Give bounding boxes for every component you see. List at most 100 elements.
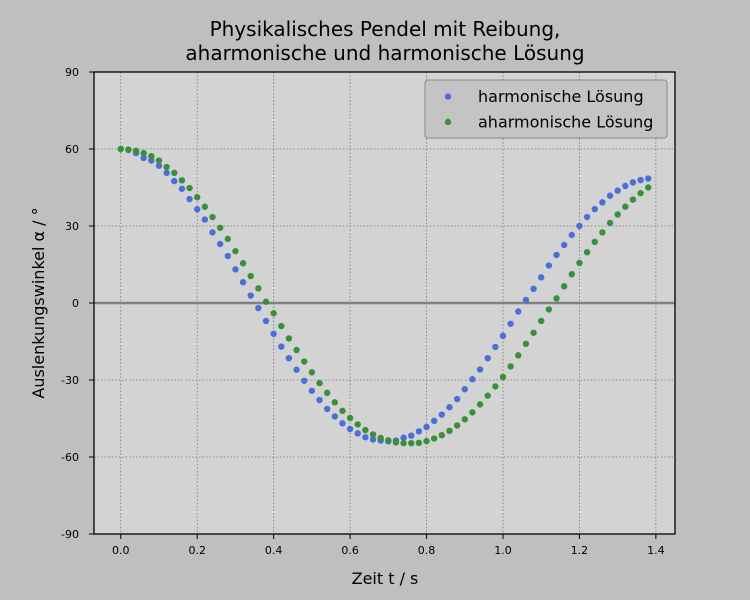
legend-marker-harmonisch [444, 93, 452, 100]
x-tick-label: 0.0 [112, 544, 130, 557]
data-point [476, 366, 484, 373]
y-tick-label: 30 [65, 220, 79, 233]
axis-ticks: 0.0 0.2 0.4 0.6 0.8 1.0 1.2 1.4 -90 -60 -30 0 30 60 90 [61, 66, 665, 557]
data-point [331, 399, 339, 406]
data-point [323, 389, 331, 397]
x-tick-label: 0.6 [341, 544, 359, 557]
data-point [285, 354, 293, 362]
data-point [209, 213, 216, 221]
data-point [530, 329, 537, 336]
data-point [163, 163, 170, 171]
data-point [629, 196, 637, 203]
data-point [499, 332, 507, 340]
data-point [308, 387, 316, 394]
data-point [446, 404, 453, 411]
data-point [507, 363, 514, 370]
x-tick-label: 1.0 [494, 544, 512, 557]
data-point [247, 272, 254, 280]
y-tick-label: 90 [65, 66, 79, 79]
data-point [583, 248, 591, 256]
data-point [591, 205, 598, 213]
data-point [423, 423, 430, 431]
data-point [262, 317, 270, 325]
data-point [285, 335, 293, 342]
data-point [476, 401, 484, 408]
data-point [171, 177, 178, 185]
data-point [430, 435, 438, 442]
data-point [346, 414, 354, 422]
data-point [560, 283, 568, 290]
data-point [469, 376, 476, 383]
data-point [308, 369, 316, 376]
data-point [316, 379, 323, 387]
data-point [461, 386, 468, 393]
x-tick-label: 1.2 [571, 544, 589, 557]
data-point [515, 308, 522, 315]
data-point [606, 219, 614, 227]
data-point [515, 352, 522, 359]
data-point [232, 247, 239, 255]
data-point [301, 377, 308, 384]
data-point [591, 238, 598, 246]
data-point [553, 295, 560, 302]
x-tick-label: 0.8 [418, 544, 436, 557]
data-point [599, 229, 606, 236]
data-point [369, 436, 377, 443]
data-point [178, 185, 186, 192]
data-point [545, 262, 553, 269]
data-point [484, 392, 491, 399]
data-point [614, 187, 621, 194]
data-point [576, 259, 583, 267]
data-point [507, 320, 514, 327]
data-point [599, 199, 606, 206]
legend-box [424, 79, 668, 139]
legend-marker-aharmonisch [444, 118, 452, 126]
data-point [545, 306, 553, 313]
data-point [583, 213, 591, 221]
data-point [408, 439, 415, 447]
data-point [255, 304, 262, 312]
data-point [354, 421, 361, 428]
x-tick-label: 0.4 [265, 544, 283, 557]
data-point [255, 285, 262, 292]
data-point [323, 405, 331, 413]
data-point [339, 407, 346, 414]
data-point [186, 184, 193, 192]
data-point [430, 417, 438, 425]
data-point [117, 145, 124, 153]
data-point [415, 428, 423, 435]
data-point [400, 439, 407, 447]
data-point [201, 203, 209, 210]
data-point [553, 251, 560, 259]
data-point [453, 422, 461, 429]
chart-subtitle: aharmonische und harmonische Lösung [185, 41, 584, 65]
data-point [232, 266, 239, 273]
data-point [377, 434, 384, 442]
data-point [622, 182, 629, 190]
y-tick-label: 60 [65, 143, 79, 156]
legend-label-harmonisch: harmonische Lösung [478, 87, 644, 106]
data-point [530, 285, 537, 293]
data-point [629, 179, 637, 186]
data-point [224, 235, 231, 243]
data-point [247, 292, 254, 299]
y-tick-label: 0 [72, 297, 79, 310]
data-point [576, 222, 583, 230]
data-point [645, 184, 652, 191]
y-axis-label: Auslenkungswinkel α / ° [29, 207, 48, 398]
data-point [568, 271, 575, 278]
data-point [423, 437, 430, 445]
series-1 [117, 145, 652, 447]
data-point [385, 437, 392, 444]
data-point [499, 373, 507, 381]
data-point [453, 395, 461, 403]
data-point [209, 229, 216, 236]
data-point [645, 175, 652, 182]
data-point [568, 231, 575, 239]
data-point [362, 434, 369, 441]
data-point [178, 177, 186, 184]
data-point [201, 216, 209, 223]
data-point [538, 317, 545, 325]
data-point [224, 252, 231, 260]
